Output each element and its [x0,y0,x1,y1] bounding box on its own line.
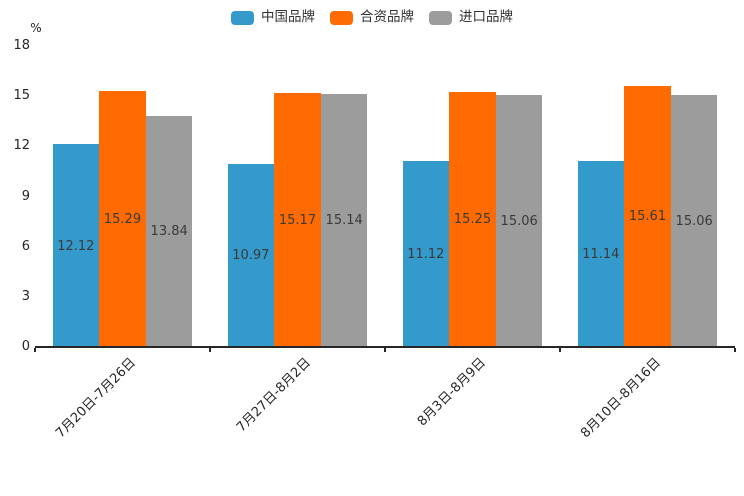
legend-swatch-icon [429,11,452,25]
y-axis-unit-label: % [30,21,42,35]
bar-s1-c1 [274,93,321,347]
bar-value-label: 15.14 [325,213,363,229]
x-axis-label: 8月3日-8月9日 [414,355,489,430]
y-axis-tick-label: 15 [13,88,30,104]
x-axis-tick [559,348,561,352]
bar-value-label: 11.14 [582,246,620,262]
x-axis-line [35,346,735,348]
y-axis-tick-label: 3 [21,288,30,304]
legend-swatch-icon [231,11,254,25]
x-axis-label: 7月20日-7月26日 [52,355,139,442]
y-axis-tick-label: 6 [21,238,30,254]
bar-s1-c3 [624,85,671,347]
bar-value-label: 15.17 [278,213,317,229]
bar-s1-c0 [99,91,146,347]
legend-item-2: 进口品牌 [429,11,513,25]
legend-label: 中国品牌 [261,9,315,26]
bar-s2-c2 [495,95,543,347]
x-axis-tick [734,348,736,352]
x-axis-label: 8月10日-8月16日 [577,355,664,442]
legend-item-1: 合资品牌 [330,11,414,25]
bar-s0-c1 [227,163,275,347]
bar-s1-c2 [449,91,496,347]
bar-s0-c0 [52,144,100,347]
y-axis-tick-label: 12 [13,138,30,154]
x-axis-tick [209,348,211,352]
legend-swatch-icon [330,11,353,25]
y-axis-tick-label: 9 [21,188,30,204]
x-axis-tick [384,348,386,352]
bar-s2-c3 [670,95,718,347]
bar-value-label: 15.06 [500,214,538,230]
y-axis-tick-label: 18 [13,38,30,53]
bar-s0-c2 [402,161,450,347]
legend-label: 合资品牌 [360,9,414,26]
legend: 中国品牌 合资品牌 进口品牌 [0,10,744,26]
bar-value-label: 15.06 [675,214,713,230]
x-axis-label: 7月27日-8月2日 [233,355,314,436]
legend-label: 进口品牌 [459,9,513,26]
x-axis-tick [34,348,36,352]
bar-s0-c3 [577,160,625,347]
bar-value-label: 15.29 [103,212,142,228]
bar-s2-c1 [320,93,368,347]
bar-s2-c0 [145,115,193,347]
y-axis-tick-label: 0 [21,339,30,354]
bar-value-label: 15.25 [453,212,492,228]
bar-value-label: 12.12 [57,238,95,254]
bar-value-label: 15.61 [628,209,667,225]
legend-item-0: 中国品牌 [231,11,315,25]
bar-value-label: 11.12 [407,247,445,263]
bar-value-label: 13.84 [150,224,188,240]
bar-value-label: 10.97 [232,248,270,264]
